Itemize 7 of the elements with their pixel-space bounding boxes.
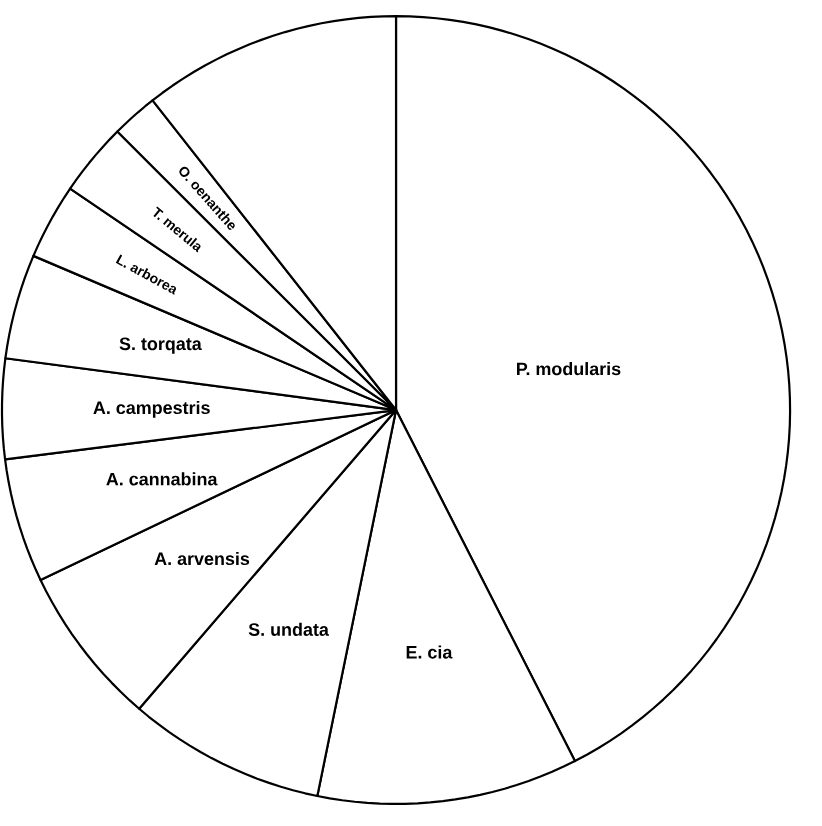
slice-label: S. undata <box>248 622 329 636</box>
slice-label: A. arvensis <box>154 551 250 566</box>
slice-label: A. cannabina <box>106 472 218 486</box>
slice-label: A. campestris <box>93 400 210 418</box>
slice-label: S. torqata <box>119 337 202 354</box>
slice-label: P. modularis <box>517 362 621 376</box>
slice-label: E. cia <box>406 645 453 659</box>
